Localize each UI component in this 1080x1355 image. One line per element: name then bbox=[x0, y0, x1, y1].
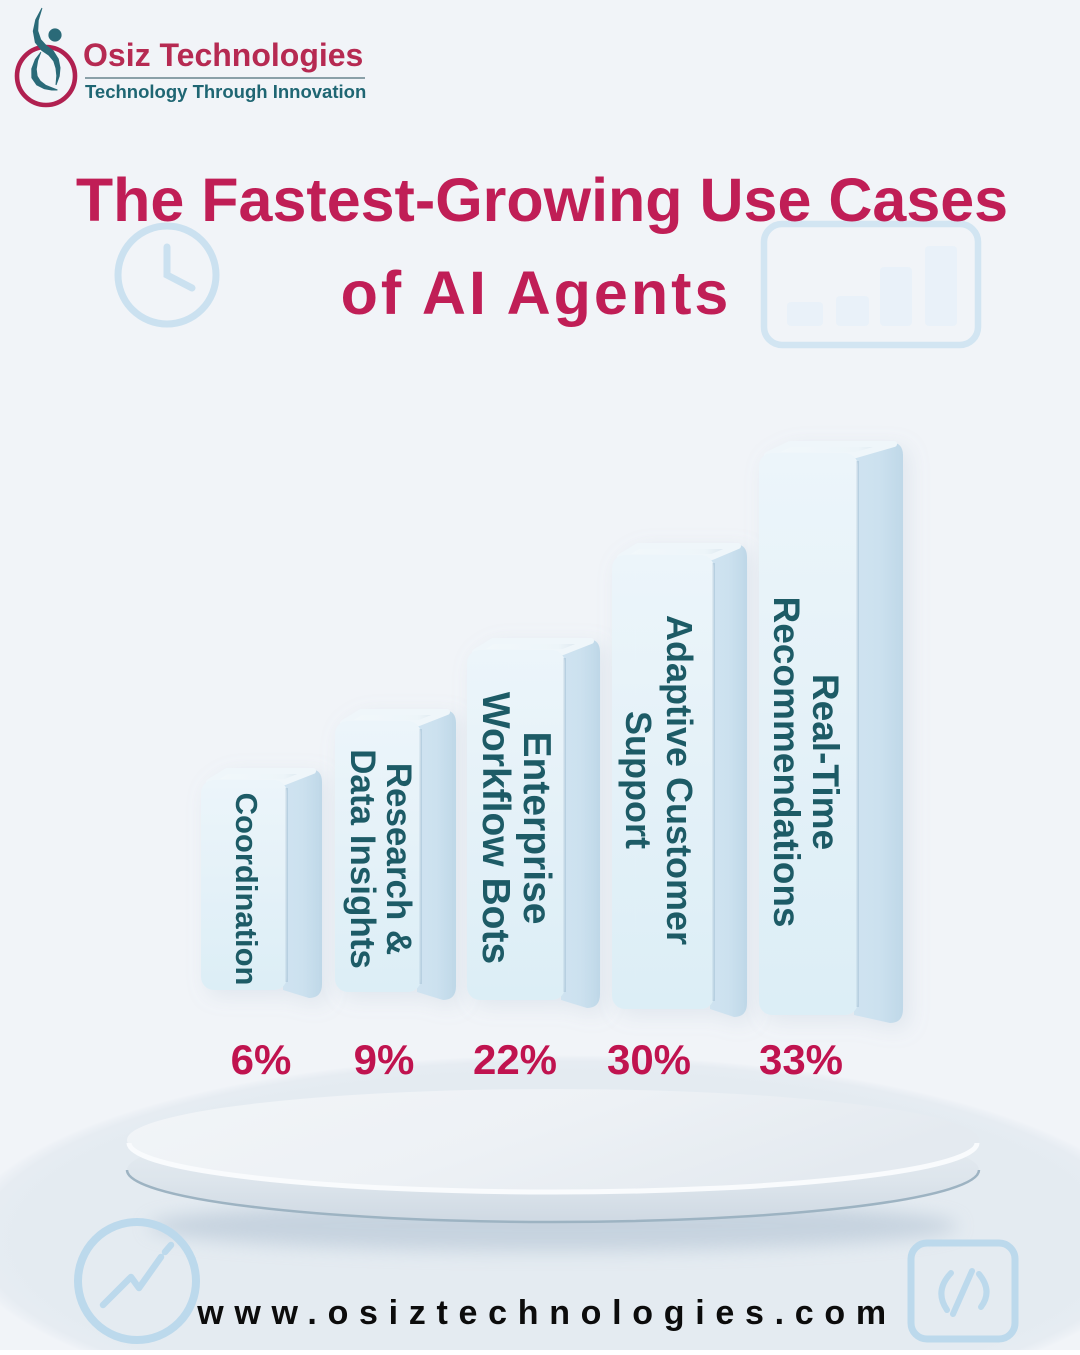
svg-text:Real-TimeRecommendations: Real-TimeRecommendations bbox=[766, 596, 846, 927]
svg-text:Research &Data Insights: Research &Data Insights bbox=[343, 749, 418, 969]
svg-text:22%: 22% bbox=[473, 1036, 557, 1083]
svg-text:Osiz Technologies: Osiz Technologies bbox=[83, 37, 363, 73]
svg-text:33%: 33% bbox=[759, 1036, 843, 1083]
svg-text:Technology Through Innovation: Technology Through Innovation bbox=[85, 81, 366, 102]
svg-text:Coordination: Coordination bbox=[229, 793, 264, 986]
svg-text:6%: 6% bbox=[231, 1036, 292, 1083]
svg-text:The Fastest-Growing Use Cases: The Fastest-Growing Use Cases bbox=[76, 166, 1008, 234]
svg-text:9%: 9% bbox=[354, 1036, 415, 1083]
svg-text:Adaptive CustomerSupport: Adaptive CustomerSupport bbox=[618, 615, 700, 945]
svg-text:EnterpriseWorkflow Bots: EnterpriseWorkflow Bots bbox=[474, 692, 558, 964]
svg-text:of AI Agents: of AI Agents bbox=[341, 259, 732, 327]
svg-text:30%: 30% bbox=[607, 1036, 691, 1083]
svg-text:www.osiztechnologies.com: www.osiztechnologies.com bbox=[196, 1294, 897, 1332]
